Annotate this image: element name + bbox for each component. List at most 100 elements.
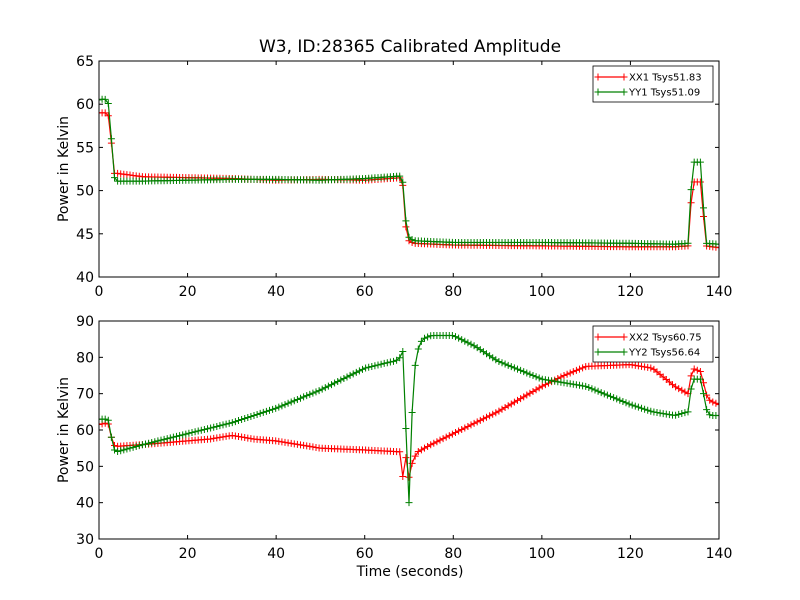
legend: XX1 Tsys51.83 YY1 Tsys51.09 xyxy=(592,65,714,103)
legend-label: XX2 Tsys60.75 xyxy=(629,333,702,344)
data-point xyxy=(517,395,525,403)
data-point xyxy=(520,368,528,376)
legend: XX2 Tsys60.75 YY2 Tsys56.64 xyxy=(592,325,714,363)
data-point xyxy=(411,361,419,369)
data-point xyxy=(455,427,463,435)
data-point xyxy=(538,375,546,383)
data-point xyxy=(104,416,112,424)
bottom-panel: Power in Kelvin Time (seconds) 0 20 40 60 80… xyxy=(56,314,732,580)
data-point xyxy=(569,380,577,388)
data-point xyxy=(433,438,441,446)
data-point xyxy=(343,373,351,381)
data-point xyxy=(566,369,574,377)
data-point xyxy=(321,384,329,392)
data-point xyxy=(324,382,332,390)
y-tick-label: 60 xyxy=(76,423,94,439)
bottom-ylabel: Power in Kelvin xyxy=(56,377,72,483)
data-point xyxy=(191,428,199,436)
data-point xyxy=(306,390,314,398)
data-point xyxy=(619,397,627,405)
x-tick-label: 20 xyxy=(179,546,197,562)
x-tick-label: 100 xyxy=(528,284,555,300)
data-point xyxy=(287,398,295,406)
data-point xyxy=(476,416,484,424)
data-point xyxy=(715,401,719,409)
data-point xyxy=(411,452,419,460)
data-point xyxy=(287,439,295,447)
data-point xyxy=(309,443,317,451)
data-point xyxy=(703,406,711,414)
data-point xyxy=(607,392,614,400)
y-tick-label: 70 xyxy=(76,387,94,403)
series-2 xyxy=(99,332,719,507)
data-point xyxy=(346,371,354,379)
data-point xyxy=(430,439,438,447)
data-point xyxy=(675,385,683,393)
data-point xyxy=(101,415,109,423)
data-point xyxy=(362,364,370,372)
data-point xyxy=(532,373,540,381)
data-point xyxy=(448,430,456,438)
x-tick-label: 60 xyxy=(356,284,374,300)
data-point xyxy=(541,376,549,384)
y-tick-label: 90 xyxy=(76,314,94,330)
legend-marker xyxy=(594,348,602,356)
data-point xyxy=(641,363,649,371)
data-point xyxy=(678,410,686,418)
data-point xyxy=(470,419,478,427)
data-point xyxy=(290,440,298,448)
data-point xyxy=(510,364,518,372)
x-tick-label: 100 xyxy=(528,546,555,562)
data-point xyxy=(504,402,512,410)
data-point xyxy=(380,359,388,367)
data-point xyxy=(241,434,249,442)
data-point xyxy=(554,378,562,386)
data-point xyxy=(104,112,112,120)
data-point xyxy=(489,410,497,418)
data-point xyxy=(517,366,525,374)
data-point xyxy=(696,375,704,383)
x-tick-label: 40 xyxy=(267,546,285,562)
data-point xyxy=(523,369,531,377)
data-point xyxy=(591,386,599,394)
data-point xyxy=(99,421,103,429)
data-point xyxy=(383,359,391,367)
x-tick-label: 140 xyxy=(706,284,733,300)
data-point xyxy=(470,342,478,350)
data-point xyxy=(662,410,670,418)
data-point xyxy=(219,421,227,429)
data-point xyxy=(479,415,487,423)
data-point xyxy=(706,396,714,404)
data-point xyxy=(603,391,611,399)
data-point xyxy=(231,432,239,440)
data-point xyxy=(557,378,565,386)
data-point xyxy=(225,419,233,427)
data-point xyxy=(278,402,286,410)
series-line xyxy=(99,98,719,245)
data-point xyxy=(464,339,472,347)
data-point xyxy=(145,439,153,447)
data-point xyxy=(520,393,528,401)
data-point xyxy=(687,372,695,380)
data-point xyxy=(117,447,125,455)
data-point xyxy=(675,410,683,418)
data-point xyxy=(467,421,475,429)
data-point xyxy=(222,432,230,440)
data-point xyxy=(272,404,280,412)
data-point xyxy=(427,441,435,449)
data-point xyxy=(616,396,624,404)
data-point xyxy=(216,422,224,430)
data-point xyxy=(631,402,639,410)
y-tick-label: 40 xyxy=(76,270,94,286)
data-point xyxy=(681,388,689,396)
data-point xyxy=(696,158,704,166)
data-point xyxy=(628,361,636,369)
data-point xyxy=(396,172,404,180)
data-point xyxy=(312,388,320,396)
data-point xyxy=(560,379,568,387)
data-point xyxy=(160,435,168,443)
data-point xyxy=(560,372,568,379)
data-point xyxy=(402,223,410,231)
data-point xyxy=(213,434,221,442)
data-point xyxy=(461,337,469,345)
